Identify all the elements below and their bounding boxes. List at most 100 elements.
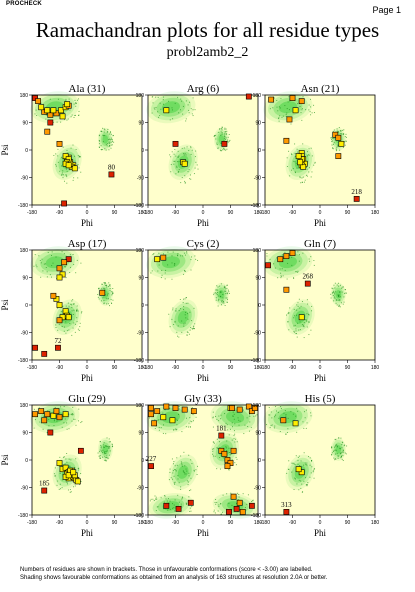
shading-dot [100,447,102,449]
shading-dot [73,483,75,485]
shading-dot [106,457,108,459]
shading-dot [314,468,316,470]
y-tick-label: 0 [141,148,144,154]
shading-dot [76,305,78,307]
shading-dot [344,452,346,454]
shading-dot [55,165,57,167]
shading-dot [298,254,300,256]
shading-dot [309,464,311,466]
shading-dot [173,429,175,431]
shading-dot [300,305,302,307]
shading-dot [190,489,192,491]
shading-dot [167,509,169,511]
shading-dot [185,468,187,470]
shading-dot [71,304,73,306]
shading-dot [66,428,68,430]
residue-point [245,403,252,410]
shading-dot [173,482,175,484]
shading-dot [113,141,115,143]
shading-dot [80,472,82,474]
shading-dot [220,150,222,152]
plot-title: Cys (2) [187,238,220,250]
residue-point [47,429,54,436]
shading-dot [151,112,153,114]
shading-dot [296,309,298,311]
shading-dot [188,454,190,456]
shading-dot [178,310,180,312]
shading-dot [185,311,187,313]
shading-dot [73,264,75,266]
plot-title: Glu (29) [68,393,106,405]
y-tick-label: 90 [22,121,28,127]
residue-point [230,447,237,454]
shading-dot [213,294,215,296]
shading-dot [232,411,234,413]
shading-dot [111,139,113,141]
shading-dot [294,171,296,173]
shading-dot [184,180,186,182]
shading-dot [108,445,110,447]
shading-dot [308,148,310,150]
shading-dot [299,329,301,331]
shading-dot [313,112,315,114]
shading-dot [212,441,214,443]
shading-dot [253,415,255,417]
y-tick-label: 90 [22,276,28,282]
shading-dot [214,512,216,514]
shading-dot [310,98,312,100]
y-tick-label: -90 [137,176,144,182]
shading-dot [306,155,308,157]
shading-dot [197,259,199,261]
shading-dot [280,408,282,410]
shading-dot [112,291,114,293]
y-tick-label: -180 [18,203,28,209]
shading-dot [159,115,161,117]
shading-dot [197,168,199,170]
residue-point [163,403,170,410]
shading-dot [220,304,222,306]
x-tick-label: -180 [260,520,270,526]
shading-dot [110,139,112,141]
shading-dot [68,305,70,307]
shading-dot [193,328,195,330]
shading-dot [108,133,110,135]
shading-dot [104,288,106,290]
residue-point [224,457,231,463]
shading-dot [59,170,61,172]
shading-dot [330,293,332,295]
shading-dot [164,278,166,280]
shading-dot [105,284,107,286]
shading-dot [219,292,221,294]
shading-dot [224,288,226,290]
shading-dot [194,156,196,158]
plot-title: Gln (7) [304,238,336,250]
shading-dot [152,96,154,98]
shading-dot [73,177,75,179]
shading-dot [169,119,171,121]
shading-dot [269,414,271,416]
shading-dot [71,414,73,416]
shading-dot [235,438,237,440]
shading-dot [76,317,78,319]
shading-dot [108,285,110,287]
shading-dot [110,141,112,143]
x-tick-label: 180 [138,210,147,216]
shading-dot [216,289,218,291]
shading-dot [341,451,343,453]
shading-dot [176,424,178,426]
shading-dot [105,284,107,286]
residue-point [283,253,290,260]
shading-dot [46,271,48,273]
shading-dot [108,141,110,143]
shading-dot [158,252,160,254]
shading-dot [100,145,102,147]
shading-dot [104,456,106,458]
shading-dot [342,459,344,461]
shading-dot [333,138,335,140]
shading-dot [337,295,339,297]
residue-point [292,420,299,427]
x-tick-label: 90 [345,365,351,371]
shading-dot [76,310,78,312]
shading-dot [341,444,343,446]
shading-dot [215,292,217,294]
